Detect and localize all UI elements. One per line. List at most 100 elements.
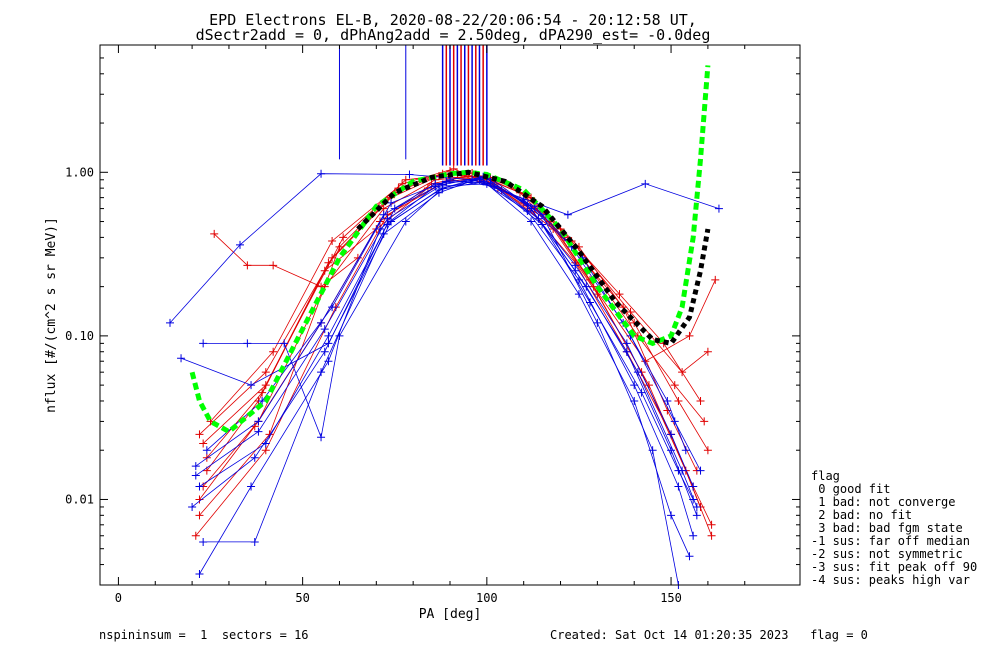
- data-point: [335, 331, 344, 340]
- data-point: [689, 531, 698, 540]
- data-point: [689, 482, 698, 491]
- x-tick-label: 0: [115, 591, 122, 605]
- data-point: [199, 439, 208, 448]
- data-point: [247, 381, 256, 390]
- data-point: [254, 427, 263, 436]
- data-point: [250, 537, 259, 546]
- data-point: [689, 495, 698, 504]
- data-point: [191, 471, 200, 480]
- data-point: [269, 347, 278, 356]
- data-point: [383, 214, 392, 223]
- data-point: [195, 495, 204, 504]
- data-point: [199, 537, 208, 546]
- legend-item: -2 sus: not symmetric: [811, 547, 963, 561]
- y-tick-label: 1.00: [65, 165, 94, 179]
- data-point: [195, 430, 204, 439]
- data-point: [703, 446, 712, 455]
- data-point: [202, 453, 211, 462]
- y-tick-label: 0.10: [65, 329, 94, 343]
- data-point: [317, 368, 326, 377]
- data-point: [405, 170, 414, 179]
- data-point: [353, 253, 362, 262]
- data-point: [681, 446, 690, 455]
- data-point: [243, 339, 252, 348]
- series-line-4: [195, 176, 709, 537]
- data-point: [324, 331, 333, 340]
- x-axis-label: PA [deg]: [419, 607, 482, 622]
- data-point: [254, 417, 263, 426]
- data-point: [247, 482, 256, 491]
- legend-item: 0 good fit: [811, 482, 891, 496]
- data-point: [188, 502, 197, 511]
- data-point: [317, 433, 326, 442]
- legend-item: -4 sus: peaks high var: [811, 573, 970, 587]
- data-point: [696, 396, 705, 405]
- data-point: [261, 368, 270, 377]
- data-point: [401, 217, 410, 226]
- fit-curve-black: [356, 169, 711, 347]
- data-point: [685, 552, 694, 561]
- data-point: [563, 210, 572, 219]
- data-point: [707, 531, 716, 540]
- data-point: [195, 511, 204, 520]
- data-point: [622, 339, 631, 348]
- data-point: [387, 198, 396, 207]
- data-point: [714, 204, 723, 213]
- data-point: [320, 266, 329, 275]
- data-point: [202, 446, 211, 455]
- data-point: [324, 357, 333, 366]
- data-point: [644, 381, 653, 390]
- data-point: [250, 453, 259, 462]
- footer-right: Created: Sat Oct 14 01:20:35 2023 flag =…: [550, 628, 868, 642]
- data-point: [593, 318, 602, 327]
- x-tick-label: 50: [295, 591, 309, 605]
- data-point: [692, 511, 701, 520]
- series-line-13: [199, 180, 701, 487]
- data-point: [261, 381, 270, 390]
- data-point: [258, 388, 267, 397]
- data-point: [670, 381, 679, 390]
- data-point: [191, 531, 200, 540]
- series-line-5: [210, 168, 716, 422]
- legend-item: 1 bad: not converge: [811, 495, 956, 509]
- data-point: [379, 210, 388, 219]
- data-point: [379, 229, 388, 238]
- x-tick-label: 100: [476, 591, 498, 605]
- data-point: [700, 417, 709, 426]
- data-point: [707, 520, 716, 529]
- data-point: [195, 570, 204, 579]
- data-point: [574, 290, 583, 299]
- data-point: [692, 502, 701, 511]
- data-point: [191, 462, 200, 471]
- data-point: [685, 331, 694, 340]
- series-line-17: [203, 175, 679, 586]
- legend-item: 3 bad: bad fgm state: [811, 521, 963, 535]
- axis-layer: 0 50 100 150 0.01 0.10 1.00: [65, 44, 800, 605]
- series-line-10: [169, 173, 720, 324]
- data-point: [586, 298, 594, 307]
- data-point: [667, 511, 676, 520]
- data-point: [571, 261, 580, 270]
- data-point: [328, 303, 337, 312]
- data-point: [527, 217, 536, 226]
- legend-item: -3 sus: fit peak off 90: [811, 560, 978, 574]
- data-point: [482, 179, 491, 188]
- data-point: [538, 220, 547, 229]
- data-point: [711, 275, 720, 284]
- data-point: [210, 229, 219, 238]
- data-point: [438, 180, 447, 189]
- data-point: [663, 396, 672, 405]
- data-point: [317, 318, 326, 327]
- data-point: [328, 237, 337, 246]
- data-point: [280, 339, 289, 348]
- data-point: [320, 347, 329, 356]
- data-point: [674, 482, 683, 491]
- footer-left: nspininsum = 1 sectors = 16: [99, 628, 309, 642]
- data-point: [195, 482, 204, 491]
- data-point: [390, 204, 399, 213]
- data-point: [667, 430, 676, 439]
- data-point: [177, 354, 186, 363]
- data-point: [166, 318, 174, 327]
- data-point: [674, 396, 683, 405]
